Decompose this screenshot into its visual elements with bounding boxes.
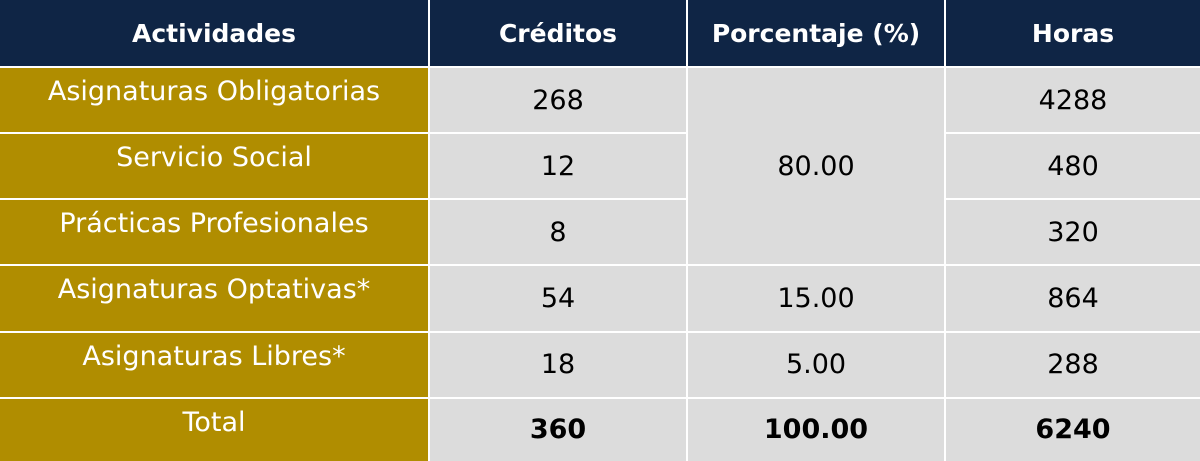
- table-row: Asignaturas Obligatorias 268 80.00 4288: [0, 67, 1200, 267]
- activity-cell: Asignaturas Obligatorias: [0, 67, 430, 135]
- hours-cell: 320: [945, 199, 1200, 267]
- total-row: Total 360 100.00 6240: [0, 397, 1200, 461]
- header-row: Actividades Créditos Porcentaje (%) Hora…: [0, 0, 1200, 68]
- percentage-cell: 5.00: [687, 331, 946, 399]
- table-row: Asignaturas Optativas* 54 15.00 864: [0, 265, 1200, 333]
- hours-cell: 288: [945, 331, 1200, 399]
- header-creditos: Créditos: [429, 0, 688, 68]
- hours-cell: 864: [945, 265, 1200, 333]
- percentage-cell-merged: 80.00: [687, 67, 946, 267]
- table-header: Actividades Créditos Porcentaje (%) Hora…: [0, 0, 1200, 68]
- header-horas: Horas: [945, 0, 1200, 68]
- credits-cell: 12: [429, 133, 688, 201]
- total-hours: 6240: [945, 397, 1200, 461]
- header-actividades: Actividades: [0, 0, 430, 68]
- table-row: Servicio Social 12 480: [0, 133, 1200, 201]
- header-porcentaje: Porcentaje (%): [687, 0, 946, 68]
- table-row: Prácticas Profesionales 8 320: [0, 199, 1200, 267]
- total-credits: 360: [429, 397, 688, 461]
- activity-cell: Prácticas Profesionales: [0, 199, 430, 267]
- credits-cell: 268: [429, 67, 688, 135]
- hours-cell: 480: [945, 133, 1200, 201]
- activity-cell: Servicio Social: [0, 133, 430, 201]
- total-percentage: 100.00: [687, 397, 946, 461]
- credits-cell: 8: [429, 199, 688, 267]
- percentage-cell: 15.00: [687, 265, 946, 333]
- activity-cell: Asignaturas Optativas*: [0, 265, 430, 333]
- total-label: Total: [0, 397, 430, 461]
- hours-cell: 4288: [945, 67, 1200, 135]
- table-body: Asignaturas Obligatorias 268 80.00 4288 …: [0, 67, 1200, 461]
- credits-cell: 54: [429, 265, 688, 333]
- table-row: Asignaturas Libres* 18 5.00 288: [0, 331, 1200, 399]
- credits-cell: 18: [429, 331, 688, 399]
- activity-cell: Asignaturas Libres*: [0, 331, 430, 399]
